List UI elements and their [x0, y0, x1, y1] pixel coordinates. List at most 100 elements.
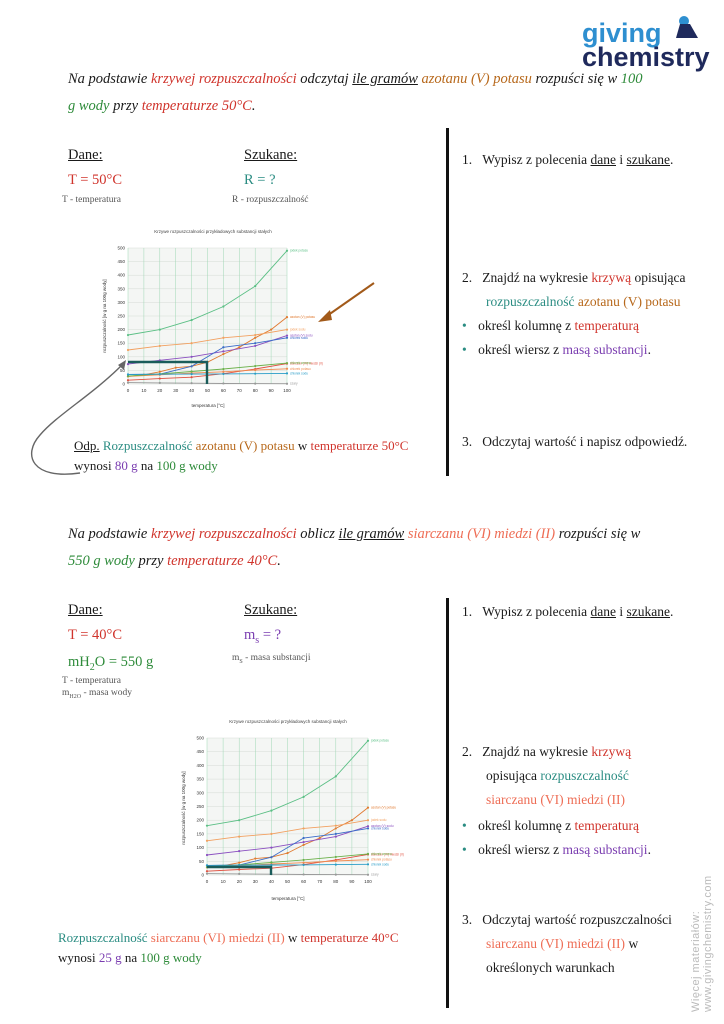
substance-mass-desc: mS - masa substancji	[232, 653, 311, 665]
legend-label: chlorek sodu	[371, 862, 389, 866]
data-point	[222, 372, 225, 376]
x-tick-label: 60	[301, 879, 307, 884]
data-point	[270, 832, 273, 835]
y-tick-label: 50	[199, 859, 205, 864]
y-tick-label: 400	[196, 763, 204, 768]
chart-ylabel: rozpuszczalność [w g na 100g wody]	[102, 279, 107, 352]
data-point	[285, 367, 289, 370]
series-line	[206, 825, 369, 856]
data-point	[238, 868, 241, 871]
data-point	[126, 333, 130, 337]
data-point	[238, 835, 241, 838]
legend-label: chlorek sodu	[290, 336, 308, 340]
data-point	[238, 861, 241, 864]
legend-label: chlorek amonu	[371, 852, 392, 856]
solubility-chart-1: Krzywe rozpuszczalności przykładowych su…	[102, 229, 323, 408]
data-point	[366, 852, 370, 856]
data-point	[222, 336, 225, 339]
side-watermark: Więcej materiałów: www.givingchemistry.c…	[690, 875, 714, 1012]
data-point	[286, 851, 289, 855]
data-point	[254, 369, 257, 372]
data-point	[366, 863, 370, 866]
data-point	[254, 342, 257, 345]
data-point	[158, 344, 161, 348]
data-point	[302, 861, 305, 864]
x-tick-label: 0	[206, 879, 209, 884]
data-point	[285, 334, 289, 337]
data-point	[366, 739, 370, 742]
data-point	[158, 328, 161, 331]
chart-title: Krzywe rozpuszczalności przykładowych su…	[154, 229, 272, 234]
logo-word-chemistry: chemistry	[582, 42, 710, 72]
chart-xlabel: temperatura [°C]	[191, 403, 224, 408]
data-point	[222, 346, 225, 349]
legend-label: azotan (V) sodu	[371, 824, 394, 828]
dane-header-2: Dane:	[68, 602, 103, 618]
y-tick-label: 150	[117, 341, 125, 346]
data-point	[190, 355, 193, 358]
y-tick-label: 400	[117, 273, 125, 278]
data-point	[302, 863, 305, 866]
data-point	[126, 375, 130, 378]
solubility-unknown: R = ?	[244, 172, 276, 188]
data-point	[222, 352, 225, 356]
temperature-desc: T - temperatura	[62, 195, 121, 205]
data-point	[158, 381, 161, 385]
x-tick-label: 30	[253, 879, 259, 884]
x-tick-label: 100	[364, 879, 372, 884]
data-point	[285, 336, 289, 339]
step-1-bullet-column: określ kolumnę z temperaturą	[462, 314, 639, 338]
temperature-value: T = 50°C	[68, 172, 122, 188]
y-tick-label: 450	[196, 749, 204, 754]
y-tick-label: 150	[196, 831, 204, 836]
arrow-icon	[318, 282, 375, 322]
y-tick-label: 200	[196, 818, 204, 823]
data-point	[366, 819, 370, 822]
data-point	[285, 372, 289, 375]
data-point	[238, 864, 241, 867]
data-point	[366, 873, 370, 876]
data-point	[334, 775, 337, 778]
legend-label: chlorek sodu	[290, 371, 308, 375]
x-tick-label: 80	[253, 388, 259, 393]
data-point	[334, 863, 337, 866]
x-tick-label: 50	[285, 879, 291, 884]
data-point	[285, 328, 289, 331]
chart-title-2: Krzywe rozpuszczalności przykładowych su…	[229, 719, 347, 724]
data-point	[158, 377, 161, 380]
data-point	[254, 364, 257, 368]
data-point	[158, 373, 161, 376]
data-point	[285, 249, 289, 252]
task-2-statement: Na podstawie krzywej rozpuszczalności ob…	[68, 526, 641, 569]
solubility-desc: R - rozpuszczalność	[232, 195, 309, 205]
data-point	[366, 858, 370, 861]
data-point	[270, 328, 273, 331]
y-tick-label: 100	[117, 354, 125, 359]
data-point	[302, 873, 305, 876]
data-point	[350, 819, 353, 822]
series-line	[206, 740, 369, 827]
x-tick-label: 50	[205, 388, 211, 393]
x-tick-label: 40	[269, 879, 275, 884]
data-point	[126, 363, 130, 366]
step-2-3: 3. Odczytaj wartość rozpuszczalności sia…	[462, 912, 672, 975]
data-point	[302, 841, 305, 844]
y-tick-label: 0	[201, 873, 204, 878]
data-point	[174, 366, 177, 369]
data-point	[238, 850, 241, 853]
task-1-statement: Na podstawie krzywej rozpuszczalności od…	[68, 71, 643, 114]
legend-label: szary	[290, 382, 298, 386]
step-1-3: 3. Odczytaj wartość i napisz odpowiedź.	[462, 434, 688, 449]
logo-word-giving: giving	[582, 18, 662, 48]
chart-ylabel-2: rozpuszczalność [w g na 100g wody]	[181, 771, 186, 844]
x-tick-label: 100	[283, 388, 291, 393]
series-line	[206, 819, 369, 842]
section-divider-2	[446, 598, 449, 1008]
data-point	[302, 843, 305, 846]
y-tick-label: 500	[196, 736, 204, 741]
data-point	[270, 861, 273, 864]
series-line	[206, 863, 369, 866]
x-tick-label: 70	[317, 879, 323, 884]
data-point	[334, 835, 337, 838]
data-point	[318, 836, 321, 840]
